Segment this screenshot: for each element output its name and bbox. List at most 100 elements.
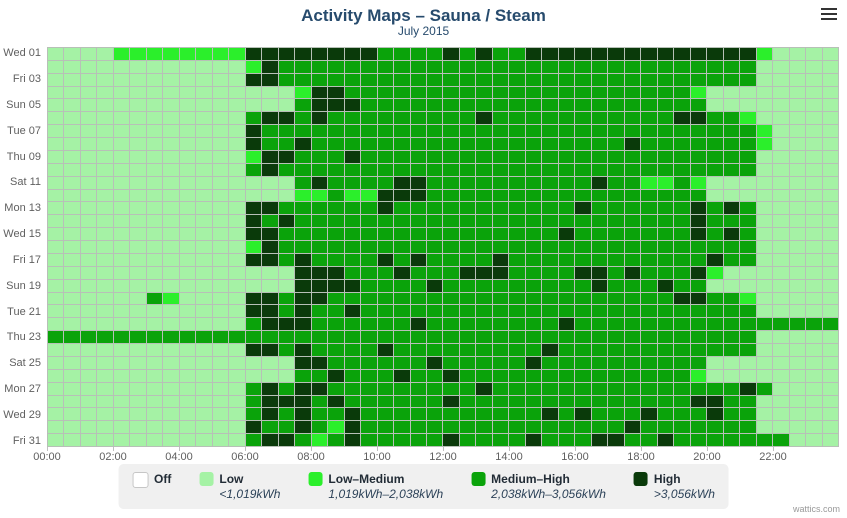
heatmap-cell[interactable] — [328, 86, 345, 100]
heatmap-cell[interactable] — [113, 369, 131, 383]
heatmap-cell[interactable] — [641, 253, 658, 267]
heatmap-cell[interactable] — [575, 112, 592, 126]
heatmap-cell[interactable] — [146, 163, 164, 177]
heatmap-cell[interactable] — [377, 266, 395, 280]
heatmap-cell[interactable] — [97, 202, 114, 216]
heatmap-cell[interactable] — [723, 292, 741, 306]
heatmap-cell[interactable] — [575, 305, 592, 319]
heatmap-cell[interactable] — [328, 279, 345, 293]
heatmap-cell[interactable] — [163, 434, 180, 447]
heatmap-cell[interactable] — [624, 176, 642, 190]
heatmap-cell[interactable] — [410, 228, 428, 242]
heatmap-cell[interactable] — [394, 73, 411, 87]
heatmap-cell[interactable] — [608, 86, 625, 100]
heatmap-cell[interactable] — [476, 369, 493, 383]
heatmap-cell[interactable] — [48, 48, 65, 61]
heatmap-cell[interactable] — [80, 189, 98, 203]
heatmap-cell[interactable] — [591, 266, 609, 280]
heatmap-cell[interactable] — [179, 150, 197, 164]
heatmap-cell[interactable] — [163, 228, 180, 242]
heatmap-cell[interactable] — [361, 266, 378, 280]
heatmap-cell[interactable] — [48, 228, 65, 242]
heatmap-cell[interactable] — [558, 421, 576, 435]
heatmap-cell[interactable] — [278, 228, 296, 242]
heatmap-cell[interactable] — [377, 434, 395, 447]
heatmap-cell[interactable] — [773, 176, 790, 190]
heatmap-cell[interactable] — [64, 369, 81, 383]
heatmap-cell[interactable] — [48, 253, 65, 267]
heatmap-cell[interactable] — [575, 176, 592, 190]
heatmap-cell[interactable] — [130, 395, 147, 409]
heatmap-cell[interactable] — [48, 112, 65, 126]
heatmap-cell[interactable] — [311, 99, 329, 113]
heatmap-cell[interactable] — [80, 318, 98, 332]
heatmap-cell[interactable] — [229, 395, 246, 409]
heatmap-cell[interactable] — [427, 150, 444, 164]
heatmap-cell[interactable] — [492, 382, 510, 396]
heatmap-cell[interactable] — [674, 73, 691, 87]
heatmap-cell[interactable] — [476, 176, 493, 190]
heatmap-cell[interactable] — [707, 150, 724, 164]
heatmap-cell[interactable] — [459, 163, 477, 177]
heatmap-cell[interactable] — [789, 176, 807, 190]
heatmap-cell[interactable] — [492, 202, 510, 216]
heatmap-cell[interactable] — [459, 86, 477, 100]
heatmap-cell[interactable] — [707, 356, 724, 370]
heatmap-cell[interactable] — [64, 73, 81, 87]
heatmap-cell[interactable] — [278, 48, 296, 61]
heatmap-cell[interactable] — [509, 163, 526, 177]
heatmap-cell[interactable] — [311, 356, 329, 370]
heatmap-cell[interactable] — [690, 356, 708, 370]
heatmap-cell[interactable] — [328, 60, 345, 74]
heatmap-cell[interactable] — [377, 408, 395, 422]
heatmap-cell[interactable] — [674, 395, 691, 409]
heatmap-cell[interactable] — [410, 60, 428, 74]
heatmap-cell[interactable] — [344, 292, 362, 306]
heatmap-cell[interactable] — [229, 421, 246, 435]
heatmap-cell[interactable] — [525, 421, 543, 435]
heatmap-cell[interactable] — [311, 408, 329, 422]
heatmap-cell[interactable] — [146, 176, 164, 190]
heatmap-cell[interactable] — [575, 253, 592, 267]
heatmap-cell[interactable] — [773, 292, 790, 306]
heatmap-cell[interactable] — [591, 202, 609, 216]
heatmap-cell[interactable] — [624, 395, 642, 409]
heatmap-cell[interactable] — [707, 279, 724, 293]
heatmap-cell[interactable] — [97, 292, 114, 306]
heatmap-cell[interactable] — [130, 60, 147, 74]
heatmap-cell[interactable] — [262, 395, 279, 409]
heatmap-cell[interactable] — [394, 60, 411, 74]
heatmap-cell[interactable] — [262, 125, 279, 139]
heatmap-cell[interactable] — [295, 434, 312, 447]
heatmap-cell[interactable] — [657, 369, 675, 383]
heatmap-cell[interactable] — [163, 369, 180, 383]
heatmap-cell[interactable] — [146, 369, 164, 383]
heatmap-cell[interactable] — [245, 344, 263, 357]
heatmap-cell[interactable] — [459, 369, 477, 383]
heatmap-cell[interactable] — [212, 73, 230, 87]
heatmap-cell[interactable] — [64, 408, 81, 422]
heatmap-cell[interactable] — [130, 150, 147, 164]
heatmap-cell[interactable] — [806, 86, 823, 100]
heatmap-cell[interactable] — [459, 305, 477, 319]
heatmap-cell[interactable] — [624, 48, 642, 61]
heatmap-cell[interactable] — [707, 112, 724, 126]
heatmap-cell[interactable] — [229, 331, 246, 345]
heatmap-cell[interactable] — [113, 395, 131, 409]
heatmap-cell[interactable] — [806, 112, 823, 126]
heatmap-cell[interactable] — [443, 421, 460, 435]
heatmap-cell[interactable] — [163, 395, 180, 409]
heatmap-cell[interactable] — [542, 318, 559, 332]
heatmap-cell[interactable] — [476, 241, 493, 254]
heatmap-cell[interactable] — [163, 279, 180, 293]
heatmap-cell[interactable] — [509, 356, 526, 370]
heatmap-cell[interactable] — [163, 138, 180, 151]
heatmap-cell[interactable] — [641, 150, 658, 164]
heatmap-cell[interactable] — [443, 48, 460, 61]
heatmap-cell[interactable] — [542, 150, 559, 164]
heatmap-cell[interactable] — [674, 112, 691, 126]
heatmap-cell[interactable] — [591, 331, 609, 345]
heatmap-cell[interactable] — [608, 202, 625, 216]
heatmap-cell[interactable] — [278, 189, 296, 203]
heatmap-cell[interactable] — [756, 99, 774, 113]
